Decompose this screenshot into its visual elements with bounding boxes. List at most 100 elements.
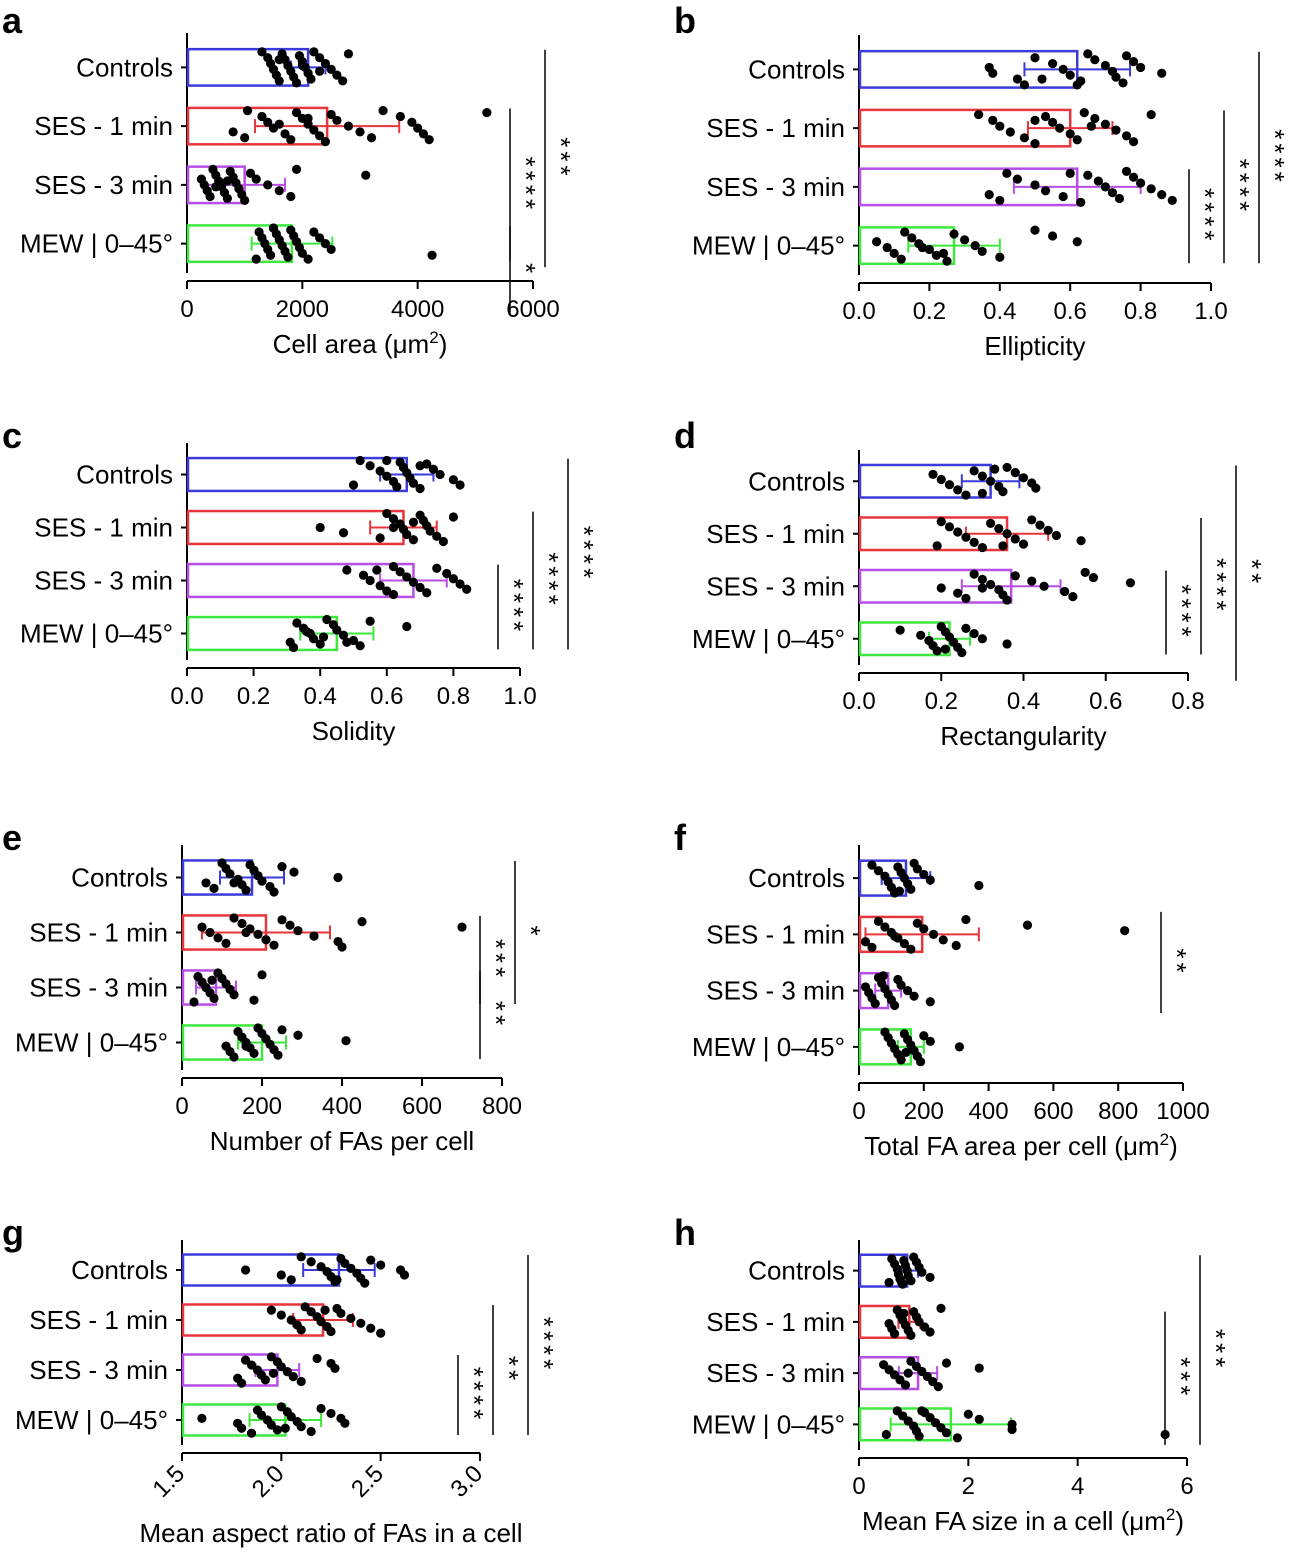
data-point bbox=[925, 1272, 935, 1282]
group-label: Controls bbox=[748, 466, 845, 496]
x-tick-label: 0 bbox=[852, 1473, 865, 1500]
data-point bbox=[221, 938, 231, 948]
significance-stars: **** bbox=[1260, 129, 1290, 185]
x-tick-label: 1.5 bbox=[148, 1460, 191, 1503]
data-point bbox=[912, 864, 922, 874]
data-point bbox=[890, 1000, 900, 1011]
x-tick-label: 0 bbox=[180, 296, 193, 323]
data-point bbox=[1002, 462, 1012, 473]
x-tick-label: 1.0 bbox=[1194, 298, 1227, 325]
data-point bbox=[309, 47, 319, 57]
data-point bbox=[240, 1265, 251, 1275]
data-point bbox=[357, 917, 367, 927]
data-point bbox=[427, 250, 437, 260]
data-point bbox=[995, 121, 1005, 131]
group-label: SES - 1 min bbox=[706, 1307, 845, 1337]
panel-h: h Controls SES - 1 min SES - 3 min MEW | 0–4… bbox=[674, 1212, 1231, 1536]
data-point bbox=[257, 876, 267, 886]
data-point bbox=[1128, 172, 1139, 182]
data-point bbox=[1055, 123, 1065, 133]
data-point bbox=[246, 1428, 257, 1438]
data-point bbox=[1157, 68, 1167, 78]
data-point bbox=[961, 593, 971, 603]
data-point bbox=[1157, 190, 1167, 200]
data-point bbox=[402, 529, 412, 540]
data-point bbox=[880, 922, 890, 932]
data-point bbox=[326, 109, 336, 120]
data-point bbox=[949, 229, 959, 239]
data-point bbox=[954, 1042, 965, 1052]
data-point bbox=[1100, 182, 1110, 192]
data-point bbox=[268, 223, 279, 233]
data-point bbox=[1030, 180, 1040, 190]
group-label: MEW | 0–45° bbox=[20, 229, 173, 259]
data-point bbox=[1030, 53, 1040, 63]
data-point bbox=[977, 471, 987, 481]
data-point bbox=[197, 922, 207, 932]
data-point bbox=[320, 58, 330, 69]
data-point bbox=[424, 135, 434, 145]
data-point bbox=[1121, 166, 1132, 176]
data-point bbox=[455, 480, 465, 490]
data-point bbox=[355, 641, 365, 651]
data-point bbox=[919, 1031, 929, 1041]
data-point bbox=[407, 117, 417, 127]
data-point bbox=[938, 248, 949, 258]
data-point bbox=[919, 869, 929, 880]
data-point bbox=[1030, 139, 1040, 149]
x-axis-title: Ellipticity bbox=[984, 331, 1085, 361]
data-point bbox=[263, 180, 273, 190]
data-point bbox=[1080, 567, 1090, 578]
data-point bbox=[358, 570, 369, 580]
data-point bbox=[906, 944, 916, 954]
data-point bbox=[925, 1036, 935, 1046]
data-point bbox=[341, 1036, 351, 1046]
significance-stars: * bbox=[511, 263, 541, 277]
data-point bbox=[906, 1330, 916, 1340]
data-point bbox=[316, 1403, 326, 1414]
x-tick-label: 0.4 bbox=[983, 298, 1016, 325]
data-point bbox=[260, 1375, 271, 1385]
data-point bbox=[229, 1052, 239, 1062]
data-point bbox=[388, 514, 399, 524]
data-point bbox=[1128, 137, 1139, 147]
data-point bbox=[225, 869, 235, 879]
data-point bbox=[941, 1428, 952, 1438]
x-tick-label: 0.6 bbox=[370, 683, 403, 710]
data-point bbox=[1083, 49, 1093, 59]
group-label: SES - 3 min bbox=[706, 1358, 845, 1388]
data-point bbox=[242, 106, 253, 116]
data-point bbox=[312, 1353, 322, 1364]
significance-stars: **** bbox=[534, 552, 564, 608]
data-point bbox=[303, 113, 313, 123]
data-point bbox=[1146, 184, 1156, 194]
data-point bbox=[296, 1421, 306, 1432]
data-point bbox=[296, 1376, 306, 1387]
data-point bbox=[1031, 483, 1041, 493]
panel-b: b Controls SES - 1 min SES - 3 min MEW | 0–4… bbox=[674, 0, 1290, 361]
data-point bbox=[1007, 1424, 1017, 1435]
data-point bbox=[986, 476, 996, 486]
significance-stars: **** bbox=[569, 526, 599, 582]
data-point bbox=[953, 527, 963, 537]
data-point bbox=[209, 993, 219, 1003]
data-point bbox=[974, 1363, 984, 1373]
x-axis-title: Number of FAs per cell bbox=[210, 1126, 474, 1156]
data-point bbox=[366, 1323, 376, 1333]
data-point bbox=[912, 918, 922, 928]
data-point bbox=[289, 867, 299, 877]
bar bbox=[186, 456, 409, 493]
data-point bbox=[994, 523, 1004, 534]
data-point bbox=[229, 913, 239, 923]
data-point bbox=[274, 186, 284, 196]
data-point bbox=[870, 998, 880, 1009]
data-point bbox=[953, 588, 963, 598]
x-axis-title: Rectangularity bbox=[940, 721, 1106, 751]
data-point bbox=[1072, 80, 1082, 90]
data-point bbox=[960, 235, 970, 245]
data-point bbox=[925, 997, 935, 1007]
data-point bbox=[261, 935, 271, 945]
data-point bbox=[1010, 534, 1020, 544]
data-point bbox=[928, 469, 938, 479]
x-tick-label: 0.2 bbox=[237, 683, 270, 710]
